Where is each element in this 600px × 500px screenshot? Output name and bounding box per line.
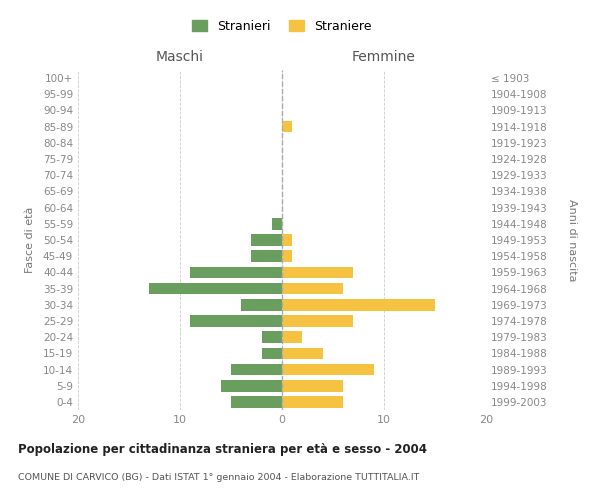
Bar (221, 380, 282, 392)
Bar (282, 299, 435, 310)
Text: Popolazione per cittadinanza straniera per età e sesso - 2004: Popolazione per cittadinanza straniera p… (18, 442, 427, 456)
Bar (262, 348, 282, 359)
Bar (190, 266, 282, 278)
Legend: Stranieri, Straniere: Stranieri, Straniere (187, 15, 377, 38)
Bar (231, 396, 282, 407)
Bar (190, 315, 282, 327)
Y-axis label: Anni di nascita: Anni di nascita (567, 198, 577, 281)
Bar (262, 332, 282, 343)
Bar (282, 315, 353, 327)
Bar (282, 364, 374, 376)
Bar (149, 282, 282, 294)
Bar (282, 266, 353, 278)
Text: COMUNE DI CARVICO (BG) - Dati ISTAT 1° gennaio 2004 - Elaborazione TUTTITALIA.IT: COMUNE DI CARVICO (BG) - Dati ISTAT 1° g… (18, 472, 419, 482)
Bar (251, 250, 282, 262)
Bar (282, 121, 292, 132)
Text: Femmine: Femmine (352, 50, 416, 64)
Bar (282, 396, 343, 407)
Bar (282, 348, 323, 359)
Bar (282, 234, 292, 246)
Bar (231, 364, 282, 376)
Bar (282, 250, 292, 262)
Text: Maschi: Maschi (156, 50, 204, 64)
Y-axis label: Fasce di età: Fasce di età (25, 207, 35, 273)
Bar (282, 332, 302, 343)
Bar (272, 218, 282, 230)
Bar (251, 234, 282, 246)
Bar (282, 380, 343, 392)
Bar (241, 299, 282, 310)
Bar (282, 282, 343, 294)
